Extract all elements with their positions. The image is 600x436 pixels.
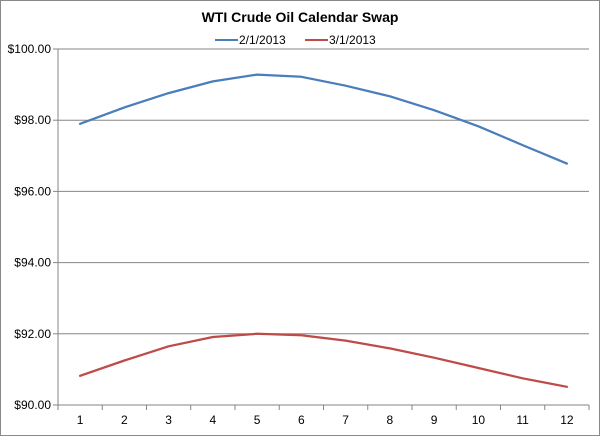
x-tick-label: 3 [165, 413, 172, 427]
x-tick-label: 1 [77, 413, 84, 427]
x-tick-label: 4 [210, 413, 217, 427]
series-line-3-1-2013 [78, 332, 569, 388]
x-tick-label: 10 [472, 413, 486, 427]
y-tick-label: $96.00 [14, 184, 51, 198]
plot-area: $90.00$92.00$94.00$96.00$98.00$100.001 2 3… [8, 42, 590, 427]
y-tick-label: $94.00 [14, 256, 51, 270]
x-tick-label: 8 [387, 413, 394, 427]
x-tick-label: 2 [121, 413, 128, 427]
y-tick-label: $90.00 [14, 398, 51, 412]
x-tick-label: 12 [560, 413, 574, 427]
x-tick-label: 11 [516, 413, 529, 427]
y-tick-label: $98.00 [14, 113, 51, 127]
x-tick-label: 7 [342, 413, 349, 427]
legend: 2/1/2013 3/1/2013 [215, 33, 376, 47]
x-tick-label: 6 [298, 413, 305, 427]
series-line-2-1-2013 [78, 73, 569, 165]
y-tick-label: $92.00 [14, 327, 51, 341]
legend-label-2-1-2013: 2/1/2013 [239, 33, 286, 47]
chart-title: WTI Crude Oil Calendar Swap [202, 9, 399, 25]
y-tick-label: $100.00 [8, 42, 52, 56]
legend-label-3-1-2013: 3/1/2013 [329, 33, 376, 47]
x-tick-label: 5 [254, 413, 261, 427]
x-tick-label: 9 [431, 413, 438, 427]
